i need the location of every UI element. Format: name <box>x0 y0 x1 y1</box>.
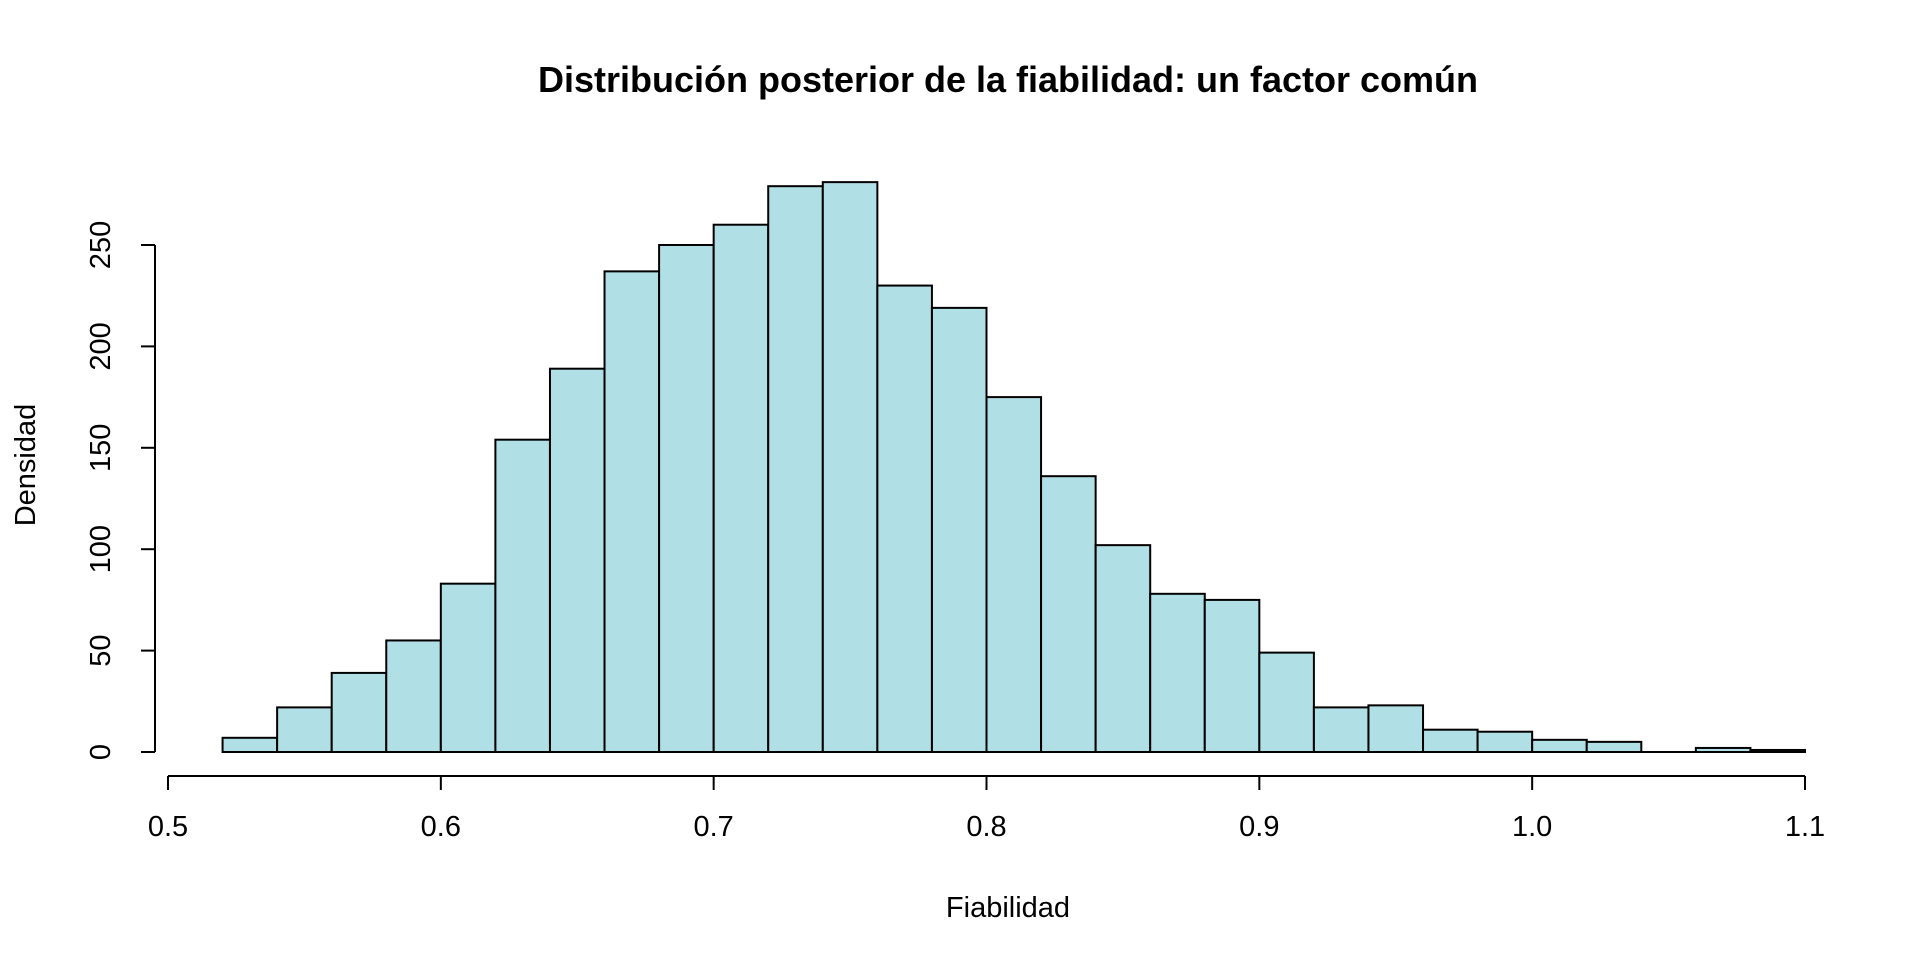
y-tick-label: 250 <box>85 221 117 269</box>
x-tick-label: 0.5 <box>148 811 188 843</box>
y-tick-label: 50 <box>85 634 117 666</box>
histogram-bar <box>1422 728 1479 754</box>
y-tick-label: 100 <box>85 525 117 573</box>
y-tick-label: 150 <box>85 424 117 472</box>
histogram-bar <box>385 639 442 754</box>
x-tick-label: 0.7 <box>694 811 734 843</box>
histogram-bar <box>603 270 661 753</box>
histogram-bar <box>1694 746 1752 753</box>
histogram-bar <box>1040 475 1097 753</box>
histogram-bar <box>276 706 333 753</box>
histogram-bar <box>712 223 770 754</box>
histogram-bar <box>1367 704 1425 754</box>
x-tick-label: 0.8 <box>966 811 1006 843</box>
histogram-bar <box>1749 748 1807 753</box>
x-axis-label: Fiabilidad <box>946 892 1070 924</box>
histogram-bar <box>1312 706 1370 753</box>
histogram-bar <box>330 671 388 754</box>
histogram-bar <box>985 396 1043 753</box>
histogram-bar <box>1094 544 1152 753</box>
histogram-bar <box>1149 592 1206 753</box>
histogram-bar <box>548 367 606 753</box>
x-axis: 0.5 0.6 0.7 0.8 0.9 1.0 1.1 <box>148 775 1825 843</box>
histogram-bar <box>1203 598 1261 754</box>
histogram-bar <box>494 438 551 753</box>
y-tick-label: 200 <box>85 322 117 370</box>
histogram-bar <box>1258 651 1315 753</box>
chart-title: Distribución posterior de la fiabilidad:… <box>538 59 1478 100</box>
histogram-bar <box>767 185 824 754</box>
histogram-bar <box>1585 740 1643 753</box>
x-tick-label: 1.0 <box>1512 811 1552 843</box>
histogram-bar <box>821 181 879 753</box>
y-axis: 0 50 100 150 200 250 <box>85 221 156 760</box>
histogram-bar <box>658 244 715 753</box>
y-axis-label: Densidad <box>10 404 42 527</box>
histogram-bar <box>1531 738 1588 753</box>
x-tick-label: 1.1 <box>1785 811 1825 843</box>
x-tick-label: 0.6 <box>421 811 461 843</box>
histogram-bar <box>1476 730 1534 753</box>
x-tick-label: 0.9 <box>1239 811 1279 843</box>
histogram-bar <box>221 736 279 754</box>
y-tick-label: 0 <box>85 744 117 760</box>
histogram-bar <box>930 306 988 753</box>
histogram-bars <box>221 181 1807 754</box>
histogram-bar <box>876 284 933 753</box>
histogram-bar <box>439 582 497 754</box>
